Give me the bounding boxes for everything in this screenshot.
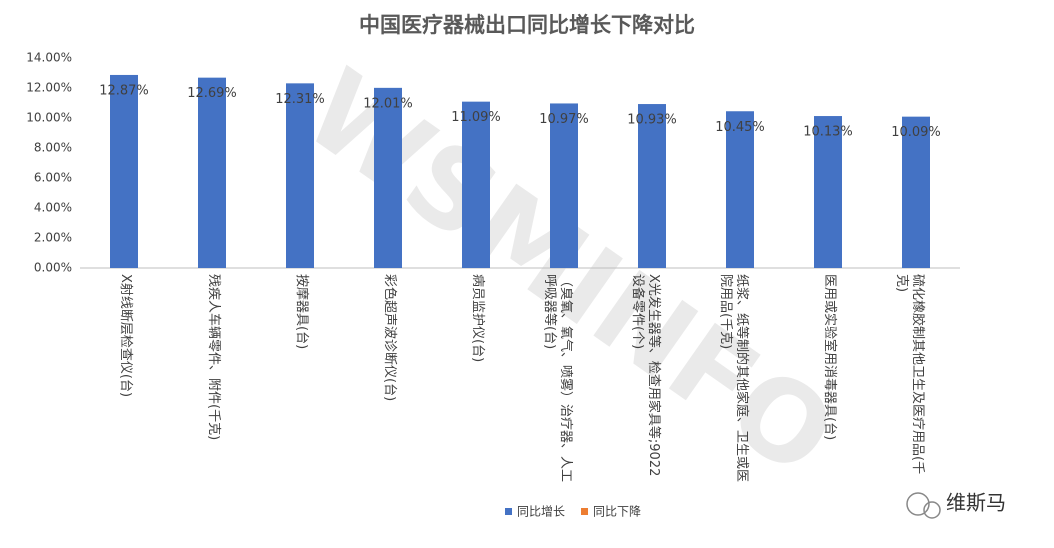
bar: [198, 77, 226, 269]
bar: [902, 116, 930, 269]
legend-label: 同比增长: [517, 505, 565, 519]
data-label: 11.09%: [451, 110, 501, 125]
y-tick-label: 6.00%: [34, 171, 72, 185]
brand-logo: [906, 492, 941, 519]
y-tick-label: 12.00%: [26, 81, 72, 95]
data-label: 12.01%: [363, 96, 413, 111]
data-label: 12.87%: [99, 83, 149, 98]
data-label: 12.69%: [187, 86, 237, 101]
chart-title: 中国医疗器械出口同比增长下降对比: [359, 13, 695, 37]
data-label: 12.31%: [275, 92, 325, 107]
y-tick-label: 0.00%: [34, 261, 72, 275]
data-label: 10.13%: [803, 125, 853, 140]
bar: [550, 103, 578, 268]
bar: [286, 83, 314, 268]
x-tick-label: 按摩器具(台): [294, 274, 309, 350]
y-tick-label: 10.00%: [26, 111, 72, 125]
x-tick-label: 硫化橡胶制其他卫生及医疗用品(千克): [894, 274, 925, 475]
y-tick-label: 2.00%: [34, 231, 72, 245]
x-tick-label: （臭氧、氧气、喷雾）治疗器、人工呼吸器等(台): [542, 274, 573, 483]
bar: [110, 74, 138, 268]
bar: [374, 87, 402, 268]
data-label: 10.97%: [539, 112, 589, 127]
x-tick-label: X射线断层检查仪(台): [118, 274, 133, 398]
x-tick-label: 彩色超声波诊断仪(台): [382, 274, 397, 402]
bar: [638, 104, 666, 268]
legend-swatch: [505, 508, 512, 515]
bar: [726, 111, 754, 268]
x-tick-label: X光发生器等、检查用家具等;9022设备零件(个): [630, 274, 661, 477]
legend-swatch: [581, 508, 589, 515]
y-tick-label: 4.00%: [34, 201, 72, 215]
y-tick-label: 14.00%: [26, 51, 72, 65]
brand: 维斯马: [946, 491, 1006, 515]
x-tick-label: 纸浆、纸等制的其他家庭、卫生或医院用品(千克): [718, 274, 749, 483]
data-label: 10.45%: [715, 120, 765, 135]
data-label: 10.09%: [891, 125, 941, 140]
data-label: 10.93%: [627, 113, 677, 128]
bar: [462, 101, 490, 269]
legend-label: 同比下降: [593, 505, 641, 519]
bar: [814, 116, 842, 268]
x-tick-label: 医用或实验室用消毒器具(台): [822, 274, 837, 441]
x-tick-label: 残疾人车辆零件、附件(千克): [206, 274, 221, 441]
x-tick-label: 病员监护仪(台): [470, 274, 485, 363]
y-tick-label: 8.00%: [34, 141, 72, 155]
